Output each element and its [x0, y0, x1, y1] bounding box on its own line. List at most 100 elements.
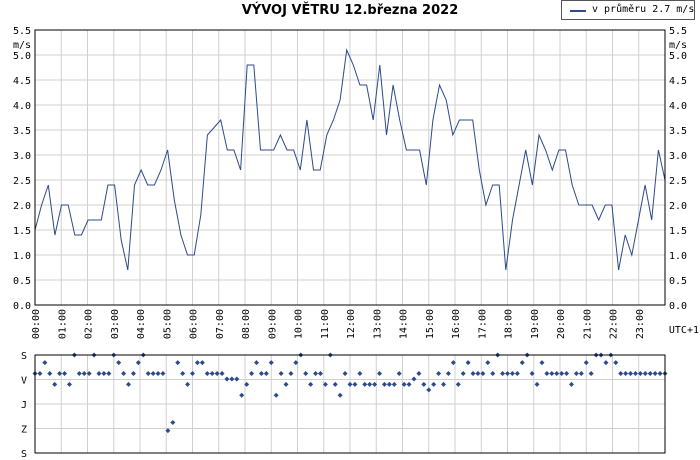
direction-point	[263, 371, 269, 377]
speed-xtick: 13:00	[372, 309, 383, 339]
speed-ytick-left: 0.5	[13, 276, 31, 287]
speed-unit-right: m/s	[669, 40, 687, 51]
direction-point	[308, 381, 314, 387]
direction-point	[268, 360, 274, 366]
direction-point	[455, 381, 461, 387]
direction-point	[106, 371, 112, 377]
direction-axes: S V J Z S	[21, 351, 666, 460]
direction-point	[170, 420, 176, 426]
direction-point	[505, 371, 510, 377]
direction-point	[293, 360, 299, 366]
speed-frame	[34, 29, 666, 306]
direction-ytick: S	[21, 449, 27, 460]
direction-point	[253, 360, 259, 366]
speed-ytick-right: 0.5	[669, 276, 687, 287]
direction-point	[185, 381, 191, 387]
direction-point	[544, 371, 550, 377]
direction-point	[199, 360, 205, 366]
speed-ytick-right: 2.5	[669, 176, 687, 187]
speed-ytick-right: 5.0	[669, 51, 687, 62]
speed-ytick-left: 2.0	[13, 201, 31, 212]
direction-point	[234, 376, 240, 382]
speed-xtick: 00:00	[31, 309, 42, 339]
speed-ytick-left: 5.5	[13, 26, 31, 37]
direction-ytick: J	[21, 400, 27, 411]
direction-point	[519, 360, 525, 366]
speed-xtick: 21:00	[582, 309, 593, 339]
direction-point	[470, 371, 476, 377]
speed-unit-left: m/s	[13, 40, 31, 51]
direction-point	[460, 371, 466, 377]
direction-point	[313, 371, 319, 377]
speed-xtick: 04:00	[136, 309, 147, 339]
speed-axes: 0.0 0.0 0.5 0.5 1.0 1.0 1.5 1.5 2.0 2.0 2.5 2.5 3.0 3…	[13, 26, 699, 339]
direction-point	[42, 360, 48, 366]
direction-point	[62, 371, 68, 377]
direction-point	[362, 381, 368, 387]
direction-point	[514, 371, 520, 377]
direction-point	[381, 381, 387, 387]
direction-point	[57, 371, 63, 377]
speed-xtick: 23:00	[635, 309, 646, 339]
speed-xtick: 18:00	[504, 309, 515, 339]
timezone-label: UTC+1	[669, 325, 699, 336]
direction-frame	[34, 354, 666, 454]
speed-xtick: 02:00	[84, 309, 95, 339]
direction-point	[554, 371, 560, 377]
direction-point	[534, 381, 540, 387]
direction-point	[367, 381, 373, 387]
speed-xtick: 08:00	[241, 309, 252, 339]
direction-point	[76, 371, 82, 377]
speed-xtick: 20:00	[556, 309, 567, 339]
direction-point	[377, 371, 383, 377]
speed-xtick: 07:00	[215, 309, 226, 339]
speed-xtick: 03:00	[110, 309, 121, 339]
direction-point	[332, 381, 338, 387]
speed-xtick: 16:00	[451, 309, 462, 339]
direction-point	[421, 381, 427, 387]
direction-point	[431, 381, 437, 387]
chart-title: VÝVOJ VĚTRU 12.března 2022	[241, 3, 459, 18]
direction-ytick: Z	[21, 425, 27, 436]
speed-xtick: 11:00	[320, 309, 331, 339]
direction-point	[391, 381, 397, 387]
direction-point	[249, 371, 255, 377]
direction-ytick: S	[21, 351, 27, 362]
direction-point	[416, 371, 422, 377]
speed-xtick: 05:00	[162, 309, 173, 339]
speed-xtick: 19:00	[530, 309, 541, 339]
speed-ytick-left: 1.0	[13, 251, 31, 262]
speed-ytick-left: 2.5	[13, 176, 31, 187]
speed-ytick-right: 1.0	[669, 251, 687, 262]
direction-point	[475, 371, 481, 377]
direction-point	[194, 360, 200, 366]
direction-point	[445, 371, 451, 377]
speed-ytick-left: 0.0	[13, 301, 31, 312]
speed-xtick: 22:00	[609, 309, 620, 339]
direction-point	[86, 371, 92, 377]
speed-ytick-right: 3.5	[669, 126, 687, 137]
direction-point	[204, 371, 210, 377]
direction-point	[485, 360, 491, 366]
direction-point	[175, 360, 181, 366]
direction-point	[288, 371, 294, 377]
direction-point	[357, 371, 363, 377]
direction-point	[539, 360, 545, 366]
direction-point	[564, 371, 570, 377]
direction-point	[130, 371, 136, 377]
direction-point	[337, 392, 343, 398]
direction-point	[406, 381, 412, 387]
direction-point	[81, 371, 87, 377]
direction-point	[411, 376, 417, 382]
direction-point	[219, 371, 225, 377]
direction-point	[618, 371, 624, 377]
direction-point	[441, 381, 447, 387]
speed-ytick-right: 3.0	[669, 151, 687, 162]
legend-label: v průměru 2.7 m/s	[592, 4, 695, 15]
speed-xtick: 06:00	[189, 309, 200, 339]
direction-point	[214, 371, 220, 377]
direction-point	[52, 381, 58, 387]
direction-point	[480, 371, 486, 377]
speed-xtick: 10:00	[294, 309, 305, 339]
